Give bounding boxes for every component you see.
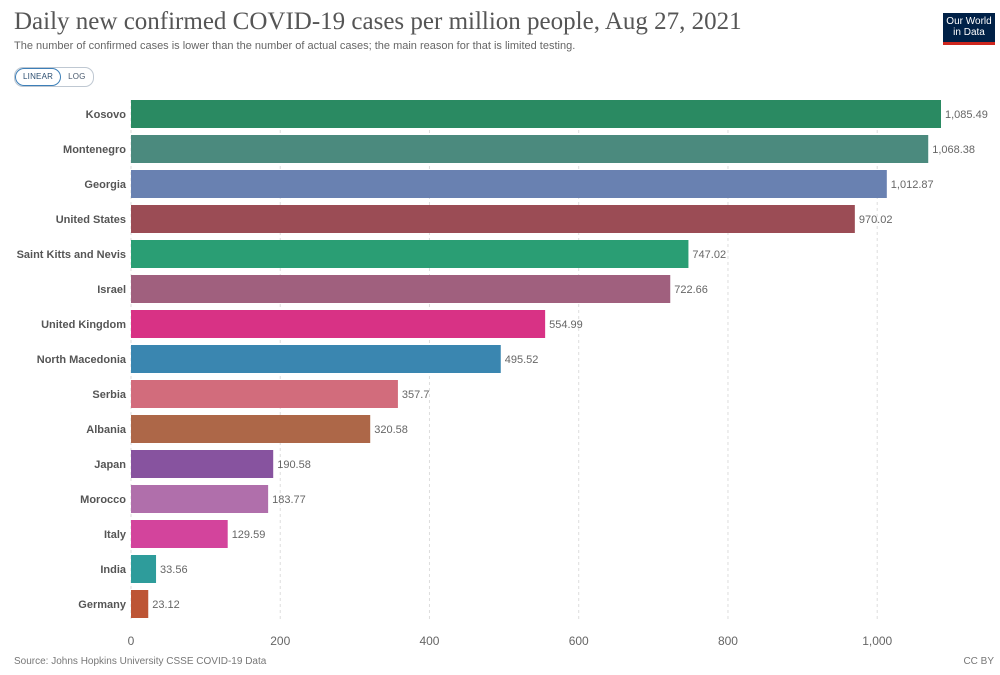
x-tick-label: 1,000 (862, 634, 892, 648)
value-label: 183.77 (272, 494, 306, 506)
value-label: 495.52 (505, 354, 539, 366)
log-toggle-button[interactable]: LOG (68, 72, 86, 81)
category-label: Albania (86, 424, 127, 436)
category-label: North Macedonia (37, 354, 127, 366)
chart-title: Daily new confirmed COVID-19 cases per m… (14, 8, 742, 35)
bar (131, 450, 274, 478)
bar (131, 205, 855, 233)
bar (131, 135, 929, 163)
category-label: Italy (104, 529, 127, 541)
x-tick-label: 400 (419, 634, 439, 648)
category-label: Georgia (84, 179, 126, 191)
value-label: 1,068.38 (932, 144, 975, 156)
value-label: 970.02 (859, 214, 893, 226)
value-label: 554.99 (549, 319, 583, 331)
category-label: Israel (97, 284, 126, 296)
x-tick-label: 0 (128, 634, 135, 648)
bar (131, 520, 228, 548)
value-label: 1,085.49 (945, 109, 988, 121)
source-note[interactable]: Source: Johns Hopkins University CSSE CO… (14, 656, 267, 667)
category-label: India (100, 564, 127, 576)
bar (131, 415, 371, 443)
category-label: Serbia (92, 389, 127, 401)
logo-accent-bar (943, 42, 995, 45)
bar (131, 310, 546, 338)
bar (131, 345, 501, 373)
category-label: Saint Kitts and Nevis (17, 249, 126, 261)
bar (131, 100, 941, 128)
bar (131, 380, 398, 408)
scale-toggle: LINEAR LOG (14, 67, 94, 87)
value-label: 722.66 (674, 284, 708, 296)
logo-line1: Our World (946, 16, 992, 27)
category-label: Japan (94, 459, 126, 471)
bar (131, 170, 887, 198)
bar (131, 555, 157, 583)
bar (131, 240, 689, 268)
bar (131, 485, 269, 513)
category-label: United Kingdom (41, 319, 126, 331)
category-label: United States (56, 214, 126, 226)
value-label: 747.02 (692, 249, 726, 261)
owid-logo[interactable]: Our World in Data (943, 13, 995, 45)
value-label: 23.12 (152, 599, 180, 611)
value-label: 129.59 (232, 529, 266, 541)
license-label[interactable]: CC BY (963, 656, 994, 667)
value-label: 33.56 (160, 564, 188, 576)
category-label: Germany (78, 599, 127, 611)
bar (131, 590, 149, 618)
chart-subtitle: The number of confirmed cases is lower t… (14, 40, 576, 52)
x-tick-label: 200 (270, 634, 290, 648)
x-tick-label: 600 (569, 634, 589, 648)
value-label: 320.58 (374, 424, 408, 436)
value-label: 190.58 (277, 459, 311, 471)
logo-line2: in Data (953, 27, 985, 38)
value-label: 357.7 (402, 389, 430, 401)
value-label: 1,012.87 (891, 179, 934, 191)
x-tick-label: 800 (718, 634, 738, 648)
linear-toggle-button[interactable]: LINEAR (15, 68, 62, 86)
bar (131, 275, 671, 303)
category-label: Montenegro (63, 144, 126, 156)
category-label: Morocco (80, 494, 126, 506)
category-label: Kosovo (86, 109, 127, 121)
